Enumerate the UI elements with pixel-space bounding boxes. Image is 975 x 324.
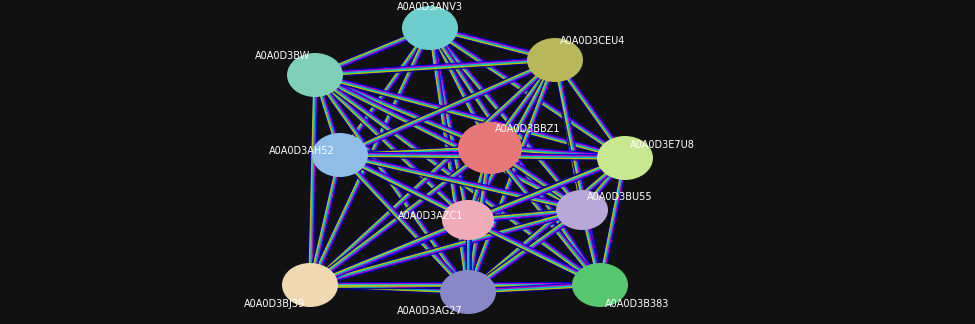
- Ellipse shape: [287, 53, 343, 97]
- Text: A0A0D3AG27: A0A0D3AG27: [397, 306, 463, 316]
- Text: A0A0D3B383: A0A0D3B383: [605, 299, 670, 309]
- Ellipse shape: [556, 190, 608, 230]
- Ellipse shape: [282, 263, 338, 307]
- Text: A0A0D3BBZ1: A0A0D3BBZ1: [495, 124, 561, 134]
- Text: A0A0D3AZC1: A0A0D3AZC1: [398, 211, 463, 221]
- Ellipse shape: [597, 136, 653, 180]
- Text: A0A0D3BU55: A0A0D3BU55: [587, 192, 652, 202]
- Ellipse shape: [402, 6, 458, 50]
- Ellipse shape: [312, 133, 368, 177]
- Text: A0A0D3CEU4: A0A0D3CEU4: [560, 36, 625, 46]
- Text: A0A0D3BW: A0A0D3BW: [254, 51, 310, 61]
- Ellipse shape: [442, 200, 494, 240]
- Text: A0A0D3E7U8: A0A0D3E7U8: [630, 140, 695, 150]
- Ellipse shape: [440, 270, 496, 314]
- Text: A0A0D3AH52: A0A0D3AH52: [269, 146, 335, 156]
- Text: A0A0D3ANV3: A0A0D3ANV3: [397, 2, 463, 12]
- Ellipse shape: [527, 38, 583, 82]
- Text: A0A0D3BJ39: A0A0D3BJ39: [244, 299, 305, 309]
- Ellipse shape: [458, 122, 522, 174]
- Ellipse shape: [572, 263, 628, 307]
